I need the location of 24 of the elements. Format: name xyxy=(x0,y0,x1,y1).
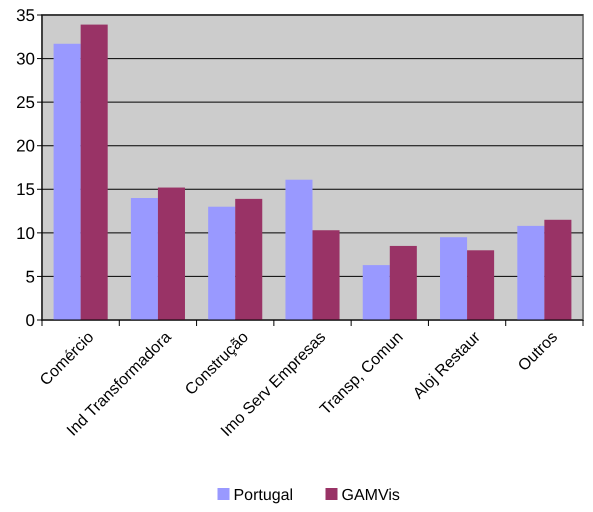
bar xyxy=(517,226,544,320)
y-tick-label: 35 xyxy=(16,6,35,25)
y-tick-label: 0 xyxy=(26,310,35,330)
bar xyxy=(208,206,236,320)
bar xyxy=(158,188,185,320)
bar xyxy=(362,265,390,320)
bar xyxy=(440,237,468,320)
y-tick-label: 10 xyxy=(16,224,35,243)
bar xyxy=(54,44,81,320)
bar xyxy=(544,220,572,320)
bar xyxy=(80,24,108,320)
bar xyxy=(130,198,158,320)
y-tick-label: 5 xyxy=(26,267,35,286)
y-tick-label: 20 xyxy=(16,136,35,156)
bar xyxy=(285,180,312,320)
y-tick-label: 15 xyxy=(16,180,35,200)
bar xyxy=(390,246,417,320)
legend-label: GAMVis xyxy=(342,487,400,504)
y-tick-label: 25 xyxy=(16,93,35,112)
bar xyxy=(467,250,494,320)
y-tick-label: 30 xyxy=(16,50,35,69)
legend-label: Portugal xyxy=(234,487,294,504)
bar xyxy=(312,230,340,320)
bar xyxy=(235,198,262,320)
